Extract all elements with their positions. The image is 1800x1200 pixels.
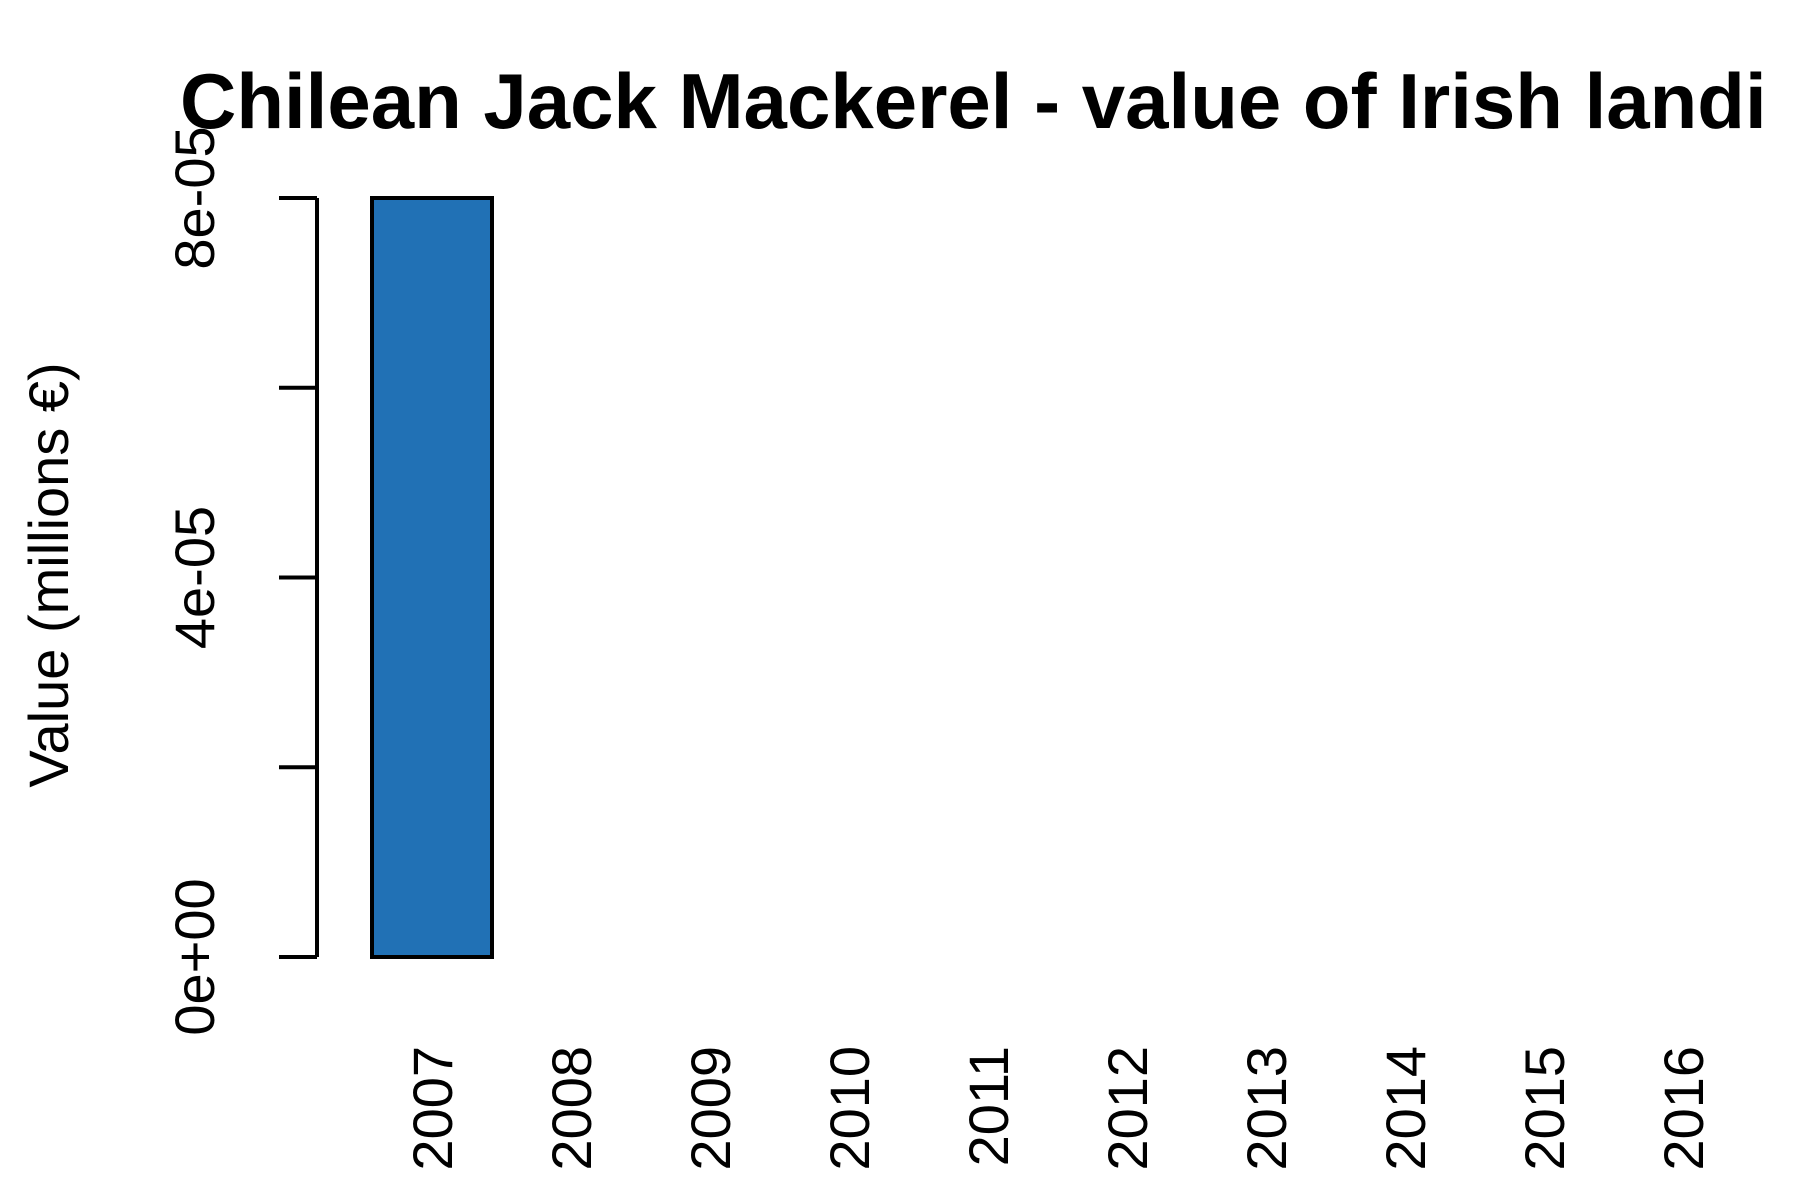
bars [370,196,494,959]
bar-2007 [370,196,494,959]
x-tick-label: 2011 [957,1046,1020,1166]
chart-title: Chilean Jack Mackerel - value of Irish l… [180,57,1767,145]
x-tick-label: 2013 [1235,1046,1298,1171]
y-tick-label: 8e-05 [163,126,226,269]
x-tick-label: 2009 [679,1046,742,1171]
x-tick-label: 2010 [818,1046,881,1171]
y-tick-label: 4e-05 [163,506,226,649]
x-tick-label: 2015 [1513,1046,1576,1171]
y-axis-label: Value (millions €) [17,362,80,787]
x-tick-label: 2012 [1096,1046,1159,1171]
x-tick-label: 2014 [1374,1046,1437,1171]
x-tick-label: 2008 [540,1046,603,1171]
x-tick-label: 2016 [1652,1046,1715,1171]
y-axis: 0e+00 4e-05 8e-05 [163,126,319,1036]
x-tick-label: 2007 [401,1046,464,1171]
x-axis-tick-labels: 2007 2008 2009 2010 2011 2012 2013 2014 2015 2016 [401,1046,1715,1171]
y-tick-label: 0e+00 [163,878,226,1035]
